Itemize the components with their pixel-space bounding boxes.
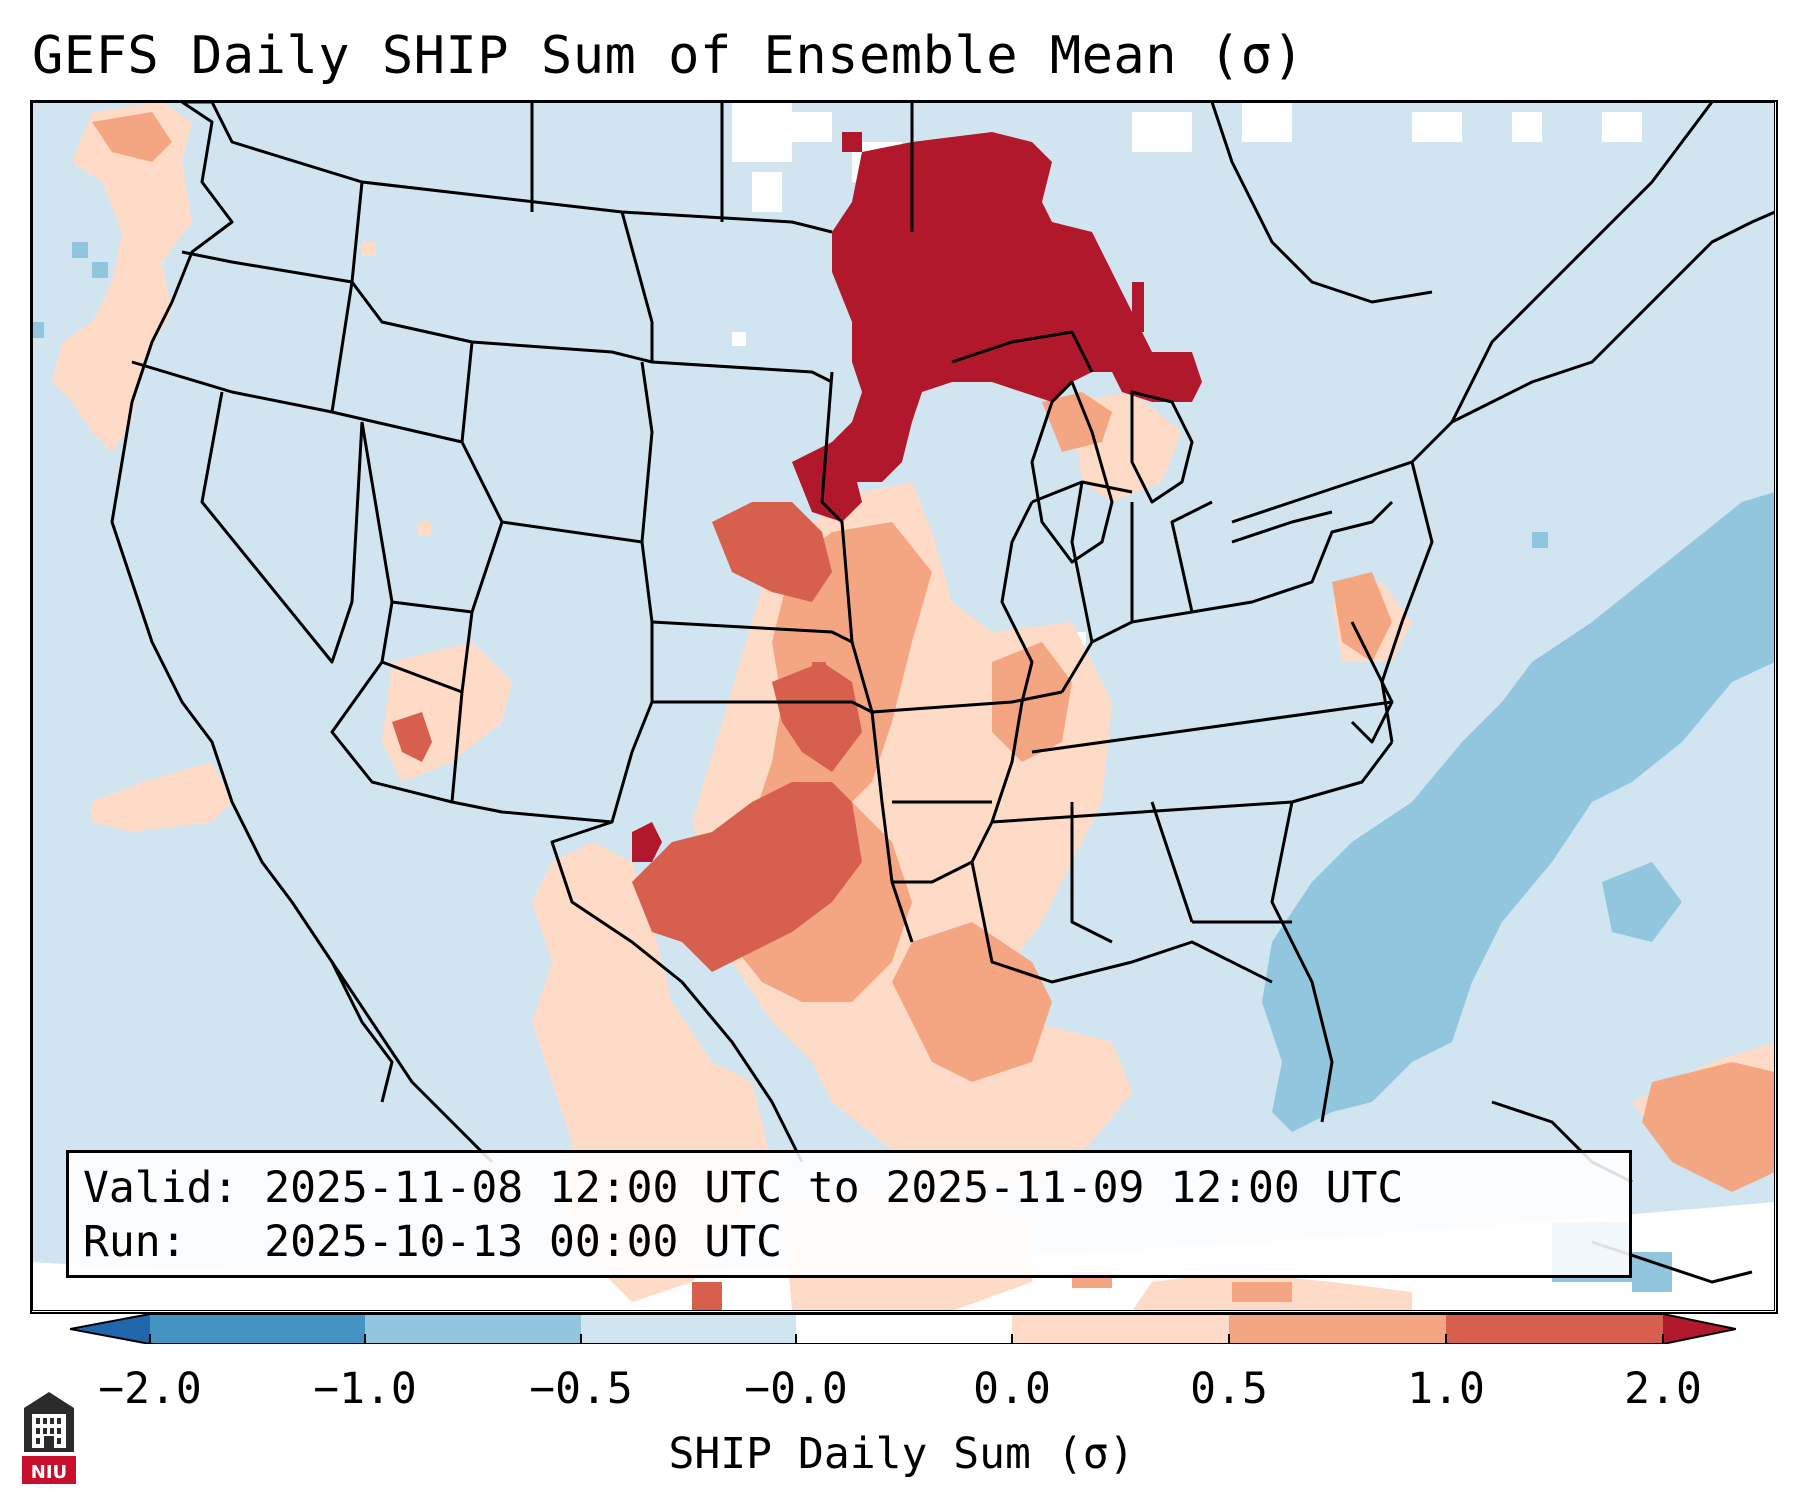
colorbar-segment — [581, 1314, 796, 1344]
very-high-anomaly — [392, 502, 862, 1311]
colorbar-segment — [70, 1314, 150, 1344]
colorbar-tick-label-2: −0.5 — [529, 1364, 633, 1414]
colorbar-tick-label-1: −1.0 — [313, 1364, 417, 1414]
colorbar-segment — [1012, 1314, 1229, 1344]
extreme-anomaly — [632, 132, 1202, 862]
colorbar-segment — [1446, 1314, 1663, 1344]
colorbar-tick-label-4: 0.0 — [973, 1364, 1051, 1414]
state-boundaries — [110, 102, 1775, 1284]
valid-time-line: Valid: 2025-11-08 12:00 UTC to 2025-11-0… — [83, 1163, 1404, 1213]
colorbar-segment — [150, 1314, 365, 1344]
valid-run-info-box: Valid: 2025-11-08 12:00 UTC to 2025-11-0… — [66, 1150, 1632, 1278]
map-title: GEFS Daily SHIP Sum of Ensemble Mean (σ) — [32, 26, 1305, 86]
colorbar-segment — [1229, 1314, 1446, 1344]
colorbar-tick-label-3: −0.0 — [744, 1364, 848, 1414]
niu-logo-text: NIU — [31, 1462, 67, 1483]
map-panel — [30, 100, 1778, 1314]
colorbar-segment — [1663, 1314, 1736, 1344]
run-time-line: Run: 2025-10-13 00:00 UTC — [83, 1217, 782, 1267]
colorbar — [70, 1314, 1736, 1344]
colorbar-label: SHIP Daily Sum (σ) — [668, 1429, 1135, 1479]
colorbar-segment — [796, 1314, 1012, 1344]
colorbar-segment — [365, 1314, 581, 1344]
colorbar-tick-label-7: 2.0 — [1624, 1364, 1702, 1414]
colorbar-tick-label-0: −2.0 — [98, 1364, 202, 1414]
colorbar-tick-label-5: 0.5 — [1190, 1364, 1268, 1414]
niu-building-logo-icon: NIU — [22, 1392, 76, 1484]
colorbar-tick-label-6: 1.0 — [1407, 1364, 1485, 1414]
ship-anomaly-map — [32, 102, 1775, 1311]
